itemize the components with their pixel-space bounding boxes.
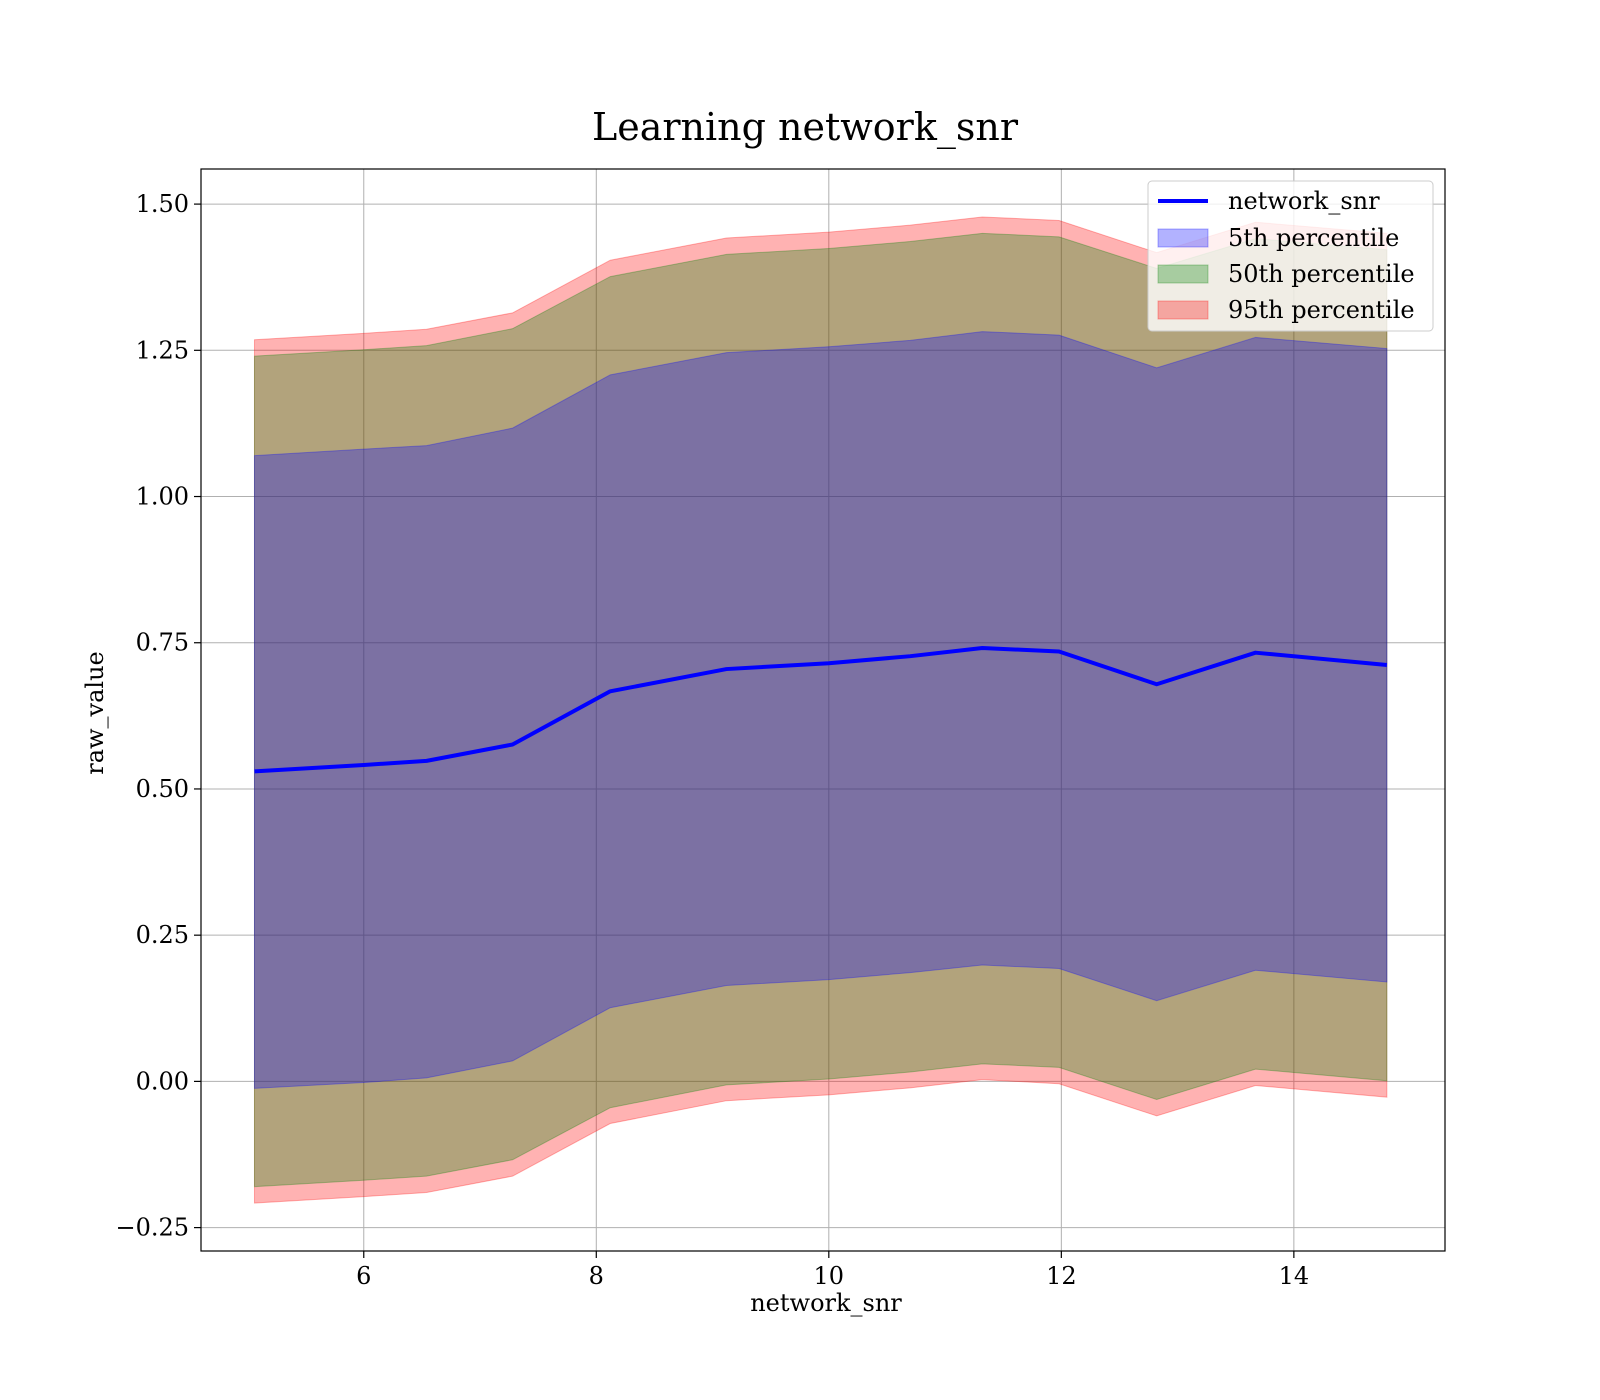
legend-label-95th-percentile: 95th percentile (1228, 296, 1415, 324)
y-tick-label: 1.50 (136, 190, 189, 218)
y-tick-label: 0.25 (136, 921, 189, 949)
y-axis-label: raw_value (81, 651, 109, 775)
plot-area: 6 8 10 12 14 −0.25 0.00 0.25 0.50 0.75 1.00 1.25 1.5… (115, 168, 1446, 1290)
legend-swatch-50th-percentile (1157, 264, 1209, 284)
legend-label-network-snr: network_snr (1228, 187, 1380, 215)
x-tick-label: 12 (1046, 1262, 1077, 1290)
legend-label-50th-percentile: 50th percentile (1228, 260, 1415, 288)
x-tick-label: 6 (356, 1262, 371, 1290)
legend-label-5th-percentile: 5th percentile (1228, 224, 1399, 252)
y-tick-label: 0.50 (136, 775, 189, 803)
y-tick-label: 0.00 (136, 1067, 189, 1095)
legend: network_snr 5th percentile 50th percentile… (1147, 180, 1434, 332)
bands-group (253, 216, 1388, 1204)
legend-box (1147, 180, 1434, 332)
band-95th-percentile (253, 216, 1388, 1204)
band-5th-percentile (253, 331, 1388, 1089)
y-tick-label: 0.75 (136, 629, 189, 657)
y-tick-label: 1.00 (136, 483, 189, 511)
axes-frame (200, 168, 1446, 1252)
legend-swatch-95th-percentile (1157, 300, 1209, 320)
y-tick-label: −0.25 (115, 1214, 189, 1242)
x-tick-label: 14 (1279, 1262, 1310, 1290)
x-tick-label: 10 (814, 1262, 845, 1290)
x-axis-label: network_snr (750, 1289, 902, 1317)
y-tick-label: 1.25 (136, 336, 189, 364)
band-50th-percentile (253, 232, 1388, 1188)
x-tick-label: 8 (589, 1262, 604, 1290)
chart-title: Learning network_snr (592, 105, 1019, 150)
legend-swatch-5th-percentile (1157, 228, 1209, 248)
